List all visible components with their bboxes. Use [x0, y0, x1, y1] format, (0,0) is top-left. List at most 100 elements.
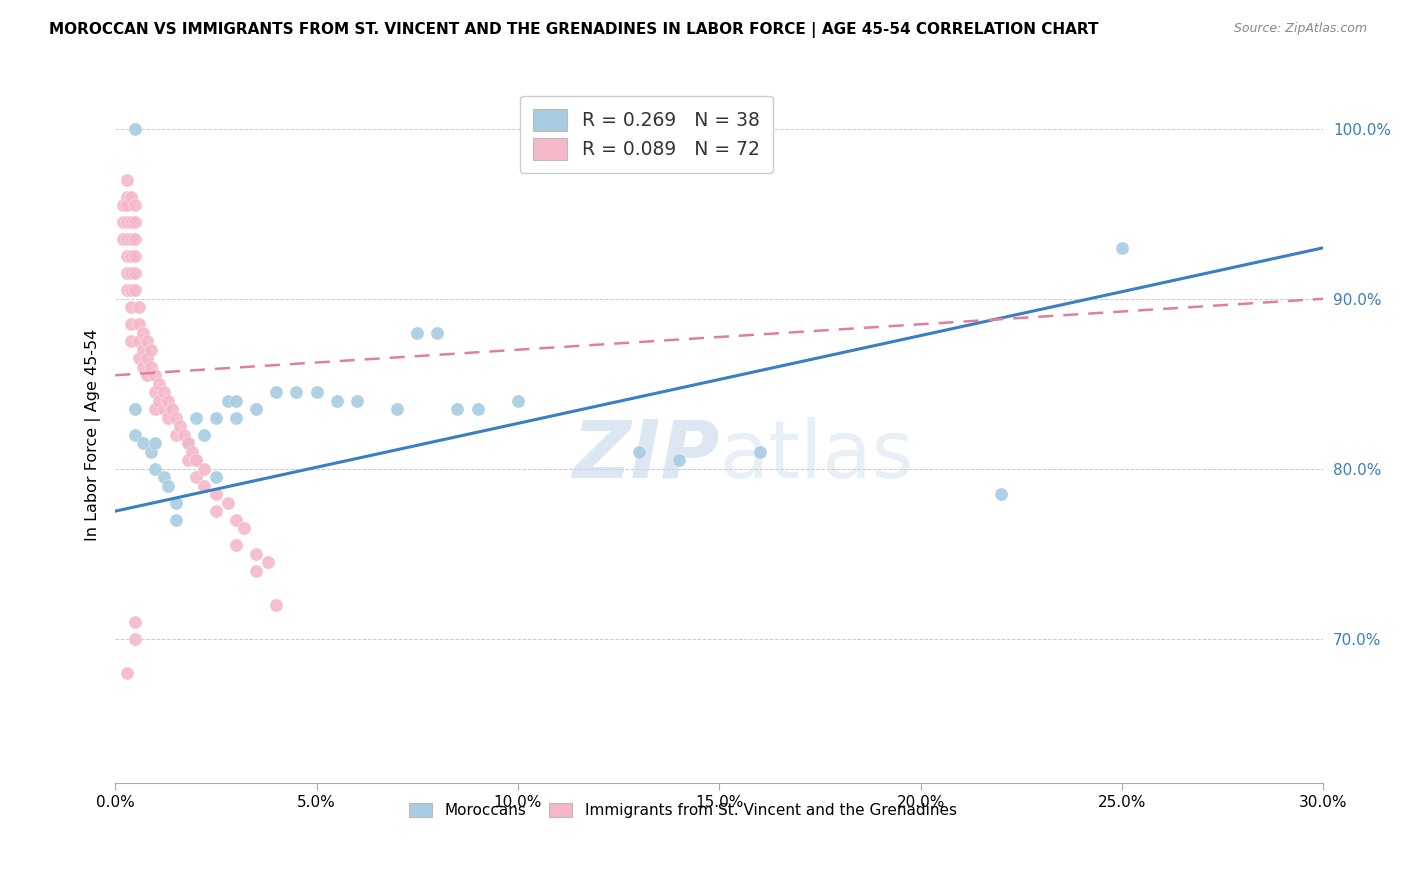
Point — [117, 198, 139, 212]
Point — [152, 402, 174, 417]
Point — [148, 393, 170, 408]
Point — [124, 283, 146, 297]
Point — [156, 410, 179, 425]
Point — [136, 368, 159, 383]
Point — [141, 444, 163, 458]
Point — [264, 385, 287, 400]
Point — [124, 402, 146, 417]
Point — [184, 453, 207, 467]
Point — [205, 410, 228, 425]
Point — [128, 300, 150, 314]
Point — [141, 359, 163, 374]
Point — [124, 427, 146, 442]
Point — [120, 215, 142, 229]
Y-axis label: In Labor Force | Age 45-54: In Labor Force | Age 45-54 — [86, 328, 101, 541]
Point — [132, 359, 155, 374]
Point — [225, 513, 247, 527]
Point — [128, 334, 150, 349]
Point — [184, 470, 207, 484]
Point — [184, 410, 207, 425]
Point — [668, 453, 690, 467]
Point — [124, 198, 146, 212]
Point — [506, 393, 529, 408]
Point — [120, 318, 142, 332]
Point — [193, 461, 215, 475]
Point — [225, 538, 247, 552]
Point — [156, 393, 179, 408]
Point — [120, 300, 142, 314]
Point — [180, 444, 202, 458]
Point — [145, 368, 167, 383]
Point — [205, 487, 228, 501]
Point — [264, 598, 287, 612]
Point — [112, 198, 135, 212]
Text: atlas: atlas — [720, 417, 914, 494]
Legend: Moroccans, Immigrants from St. Vincent and the Grenadines: Moroccans, Immigrants from St. Vincent a… — [404, 797, 963, 824]
Point — [285, 385, 308, 400]
Point — [124, 249, 146, 263]
Point — [193, 478, 215, 492]
Point — [1111, 241, 1133, 255]
Point — [176, 453, 198, 467]
Point — [325, 393, 347, 408]
Point — [120, 266, 142, 280]
Point — [467, 402, 489, 417]
Point — [225, 410, 247, 425]
Point — [233, 521, 256, 535]
Point — [117, 190, 139, 204]
Point — [165, 513, 187, 527]
Point — [165, 427, 187, 442]
Point — [145, 436, 167, 450]
Point — [446, 402, 468, 417]
Point — [225, 393, 247, 408]
Point — [117, 266, 139, 280]
Point — [117, 173, 139, 187]
Point — [124, 121, 146, 136]
Point — [176, 436, 198, 450]
Point — [112, 215, 135, 229]
Point — [117, 665, 139, 680]
Point — [245, 564, 267, 578]
Point — [136, 351, 159, 366]
Point — [165, 496, 187, 510]
Point — [145, 385, 167, 400]
Point — [173, 427, 195, 442]
Point — [217, 393, 239, 408]
Point — [132, 436, 155, 450]
Point — [117, 283, 139, 297]
Point — [245, 547, 267, 561]
Point — [124, 615, 146, 629]
Text: MOROCCAN VS IMMIGRANTS FROM ST. VINCENT AND THE GRENADINES IN LABOR FORCE | AGE : MOROCCAN VS IMMIGRANTS FROM ST. VINCENT … — [49, 22, 1098, 38]
Point — [124, 232, 146, 246]
Point — [193, 427, 215, 442]
Text: Source: ZipAtlas.com: Source: ZipAtlas.com — [1233, 22, 1367, 36]
Point — [156, 478, 179, 492]
Point — [627, 444, 650, 458]
Point — [145, 461, 167, 475]
Point — [112, 232, 135, 246]
Point — [117, 215, 139, 229]
Point — [152, 470, 174, 484]
Point — [152, 385, 174, 400]
Point — [124, 266, 146, 280]
Point — [124, 215, 146, 229]
Point — [990, 487, 1012, 501]
Point — [120, 283, 142, 297]
Point — [406, 326, 429, 340]
Point — [124, 632, 146, 646]
Point — [145, 402, 167, 417]
Point — [169, 419, 191, 434]
Point — [141, 343, 163, 357]
Point — [120, 190, 142, 204]
Point — [136, 334, 159, 349]
Point — [205, 470, 228, 484]
Point — [385, 402, 408, 417]
Point — [748, 444, 770, 458]
Point — [257, 555, 280, 569]
Point — [160, 402, 183, 417]
Point — [120, 334, 142, 349]
Point — [245, 402, 267, 417]
Point — [132, 326, 155, 340]
Point — [176, 436, 198, 450]
Point — [120, 232, 142, 246]
